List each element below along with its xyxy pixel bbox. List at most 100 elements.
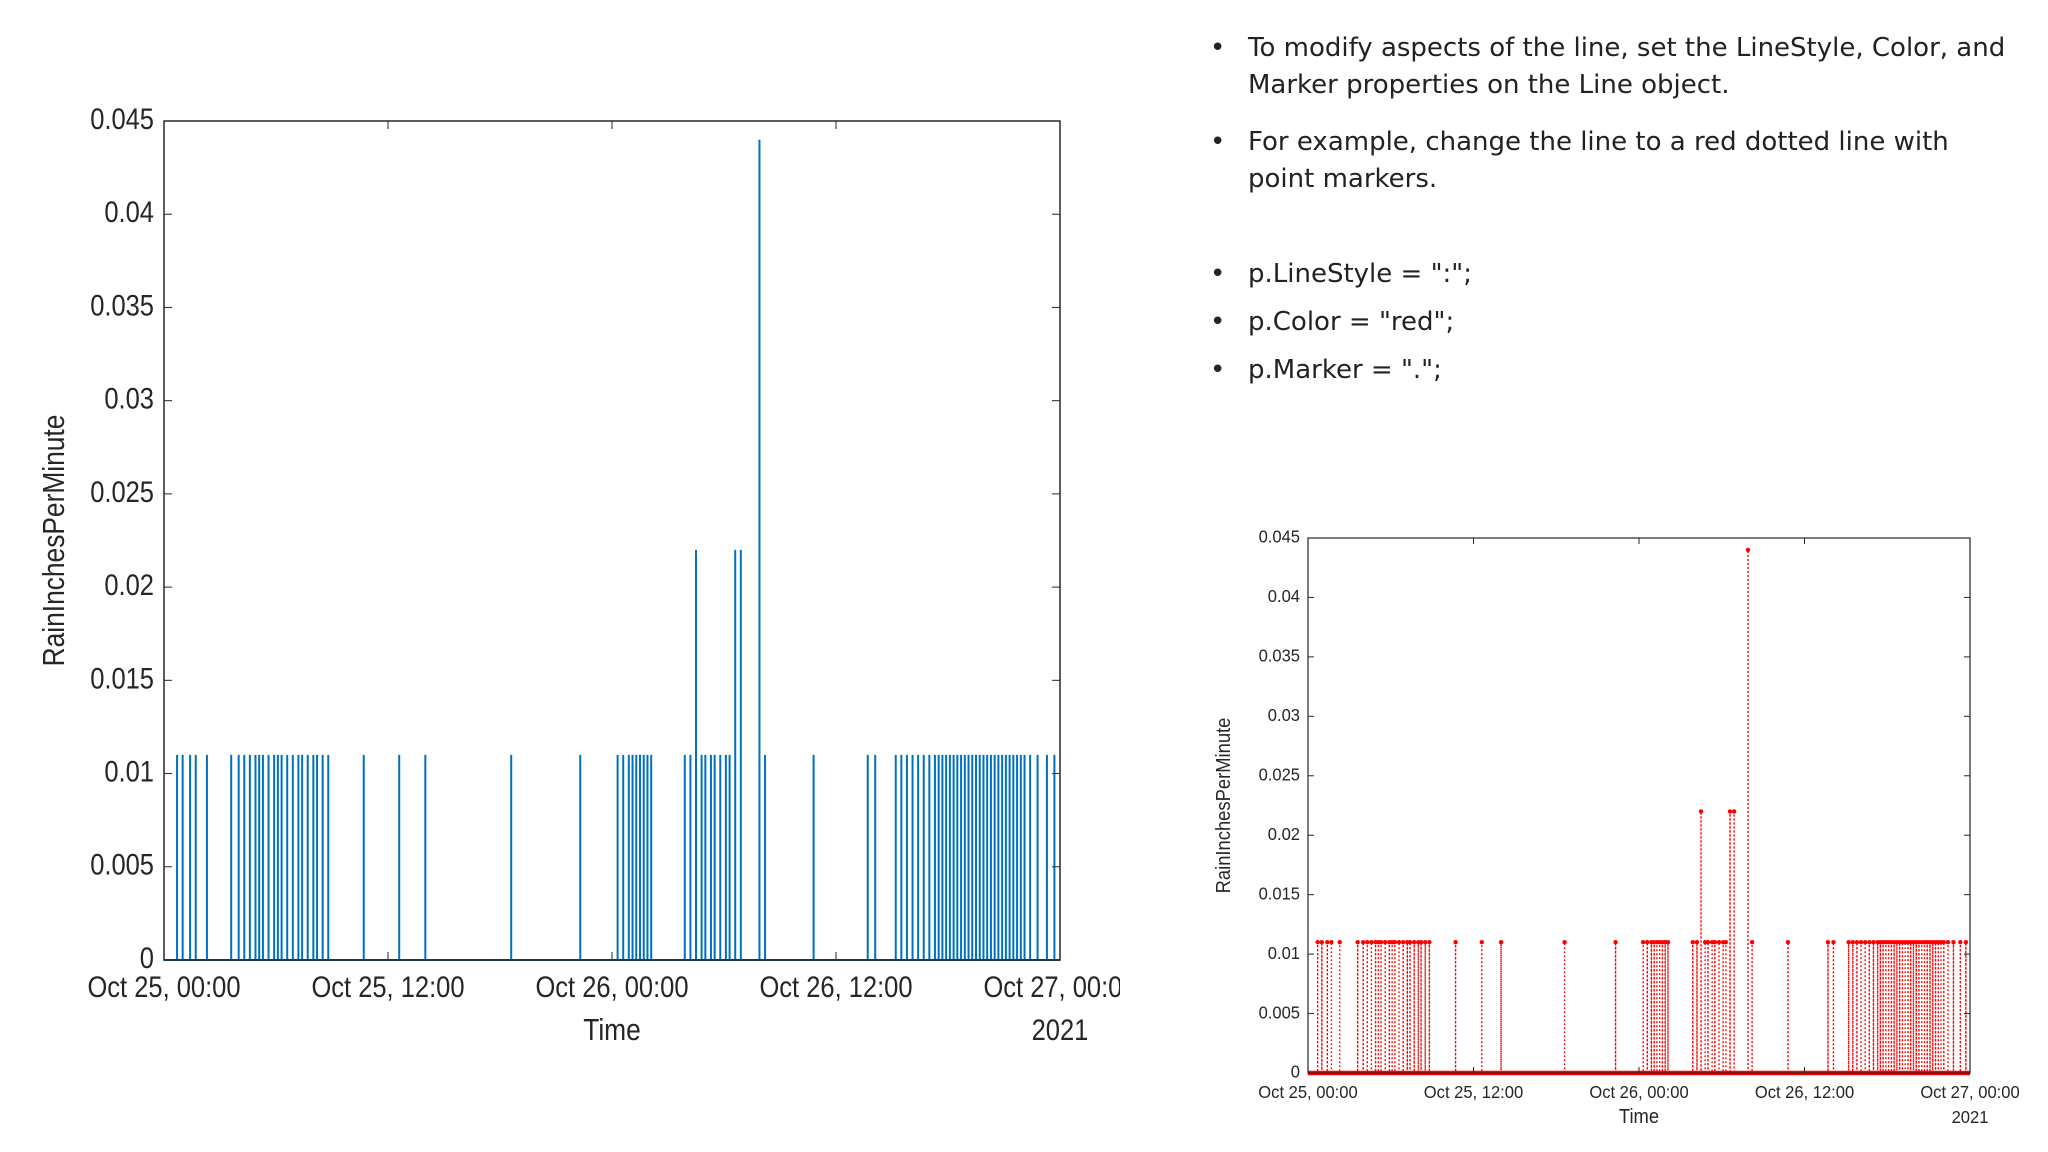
y-tick-label: 0.04 [104, 195, 154, 228]
data-point [1645, 940, 1650, 945]
y-tick-label: 0.01 [104, 755, 154, 788]
data-point [1831, 940, 1836, 945]
y-tick-label: 0 [1291, 1061, 1300, 1082]
data-point [1319, 940, 1324, 945]
data-point [1365, 940, 1370, 945]
y-tick-label: 0.035 [90, 288, 154, 321]
y-tick-label: 0.015 [1259, 883, 1300, 904]
data-point [1846, 940, 1851, 945]
data-point [1850, 940, 1855, 945]
data-point [1411, 940, 1417, 945]
note-bullet: To modify aspects of the line, set the L… [1208, 30, 2008, 104]
x-tick-label: Oct 26, 00:00 [1589, 1081, 1688, 1102]
data-point [1400, 940, 1406, 945]
data-point [1745, 547, 1751, 553]
series-line [1308, 549, 1970, 1074]
data-point [1337, 940, 1342, 945]
rain-chart-red-dotted: 0 0.005 0.01 0.015 0.02 0.025 0.03 0.035 0.04 0.0… [1213, 526, 2019, 1128]
data-point [1640, 940, 1646, 945]
code-line-marker: p.Marker = "."; [1208, 352, 2008, 389]
code-line-linestyle: p.LineStyle = ":"; [1208, 256, 2008, 293]
data-point [1613, 940, 1618, 945]
data-point [1396, 940, 1402, 945]
data-point [1867, 940, 1872, 945]
data-point [1690, 940, 1695, 945]
y-axis-label: RainInchesPerMinute [1213, 718, 1235, 894]
data-point [1945, 940, 1951, 945]
x-axis-year-label: 2021 [1032, 1013, 1089, 1046]
y-tick-label: 0.005 [90, 848, 154, 881]
data-point [1958, 940, 1963, 945]
x-tick-label: Oct 25, 12:00 [1424, 1081, 1523, 1102]
axes-frame [163, 120, 1061, 961]
data-point [1665, 940, 1671, 945]
y-axis-label: RainInchesPerMinute [40, 415, 72, 667]
y-tick-label: 0.045 [90, 102, 154, 135]
data-point [1498, 940, 1504, 945]
y-tick-label: 0.04 [1268, 586, 1301, 607]
y-tick-label: 0.02 [104, 568, 154, 601]
data-point [1315, 940, 1320, 945]
data-point [1749, 940, 1755, 945]
data-point [1854, 940, 1860, 945]
data-point [1723, 940, 1729, 945]
data-point [1694, 940, 1700, 945]
x-tick-label: Oct 26, 12:00 [759, 970, 912, 1003]
y-tick-label: 0.025 [1259, 764, 1300, 785]
data-point [1325, 940, 1330, 945]
data-point [1727, 809, 1733, 814]
notes-list: To modify aspects of the line, set the L… [1208, 30, 2008, 389]
data-point [1712, 940, 1718, 945]
note-bullet: For example, change the line to a red do… [1208, 124, 2008, 198]
data-point [1785, 940, 1791, 945]
y-tick-label: 0.01 [1268, 942, 1300, 963]
y-tick-label: 0.025 [90, 475, 154, 508]
y-tick-label: 0.005 [1259, 1002, 1300, 1023]
y-tick-label: 0 [140, 941, 154, 974]
data-point [1423, 940, 1428, 945]
data-point [1383, 940, 1388, 945]
data-point [1427, 940, 1432, 945]
data-point [1825, 940, 1831, 945]
data-point [1731, 809, 1737, 814]
data-point [1479, 940, 1484, 945]
data-point [1378, 940, 1384, 945]
y-tick-label: 0.035 [1259, 645, 1300, 666]
data-point [1360, 940, 1366, 945]
data-point [1407, 940, 1413, 945]
x-tick-label: Oct 27, 00:00 [983, 970, 1120, 1003]
data-point [1858, 940, 1864, 945]
y-tick-labels: 0 0.005 0.01 0.015 0.02 0.025 0.03 0.035 0.04 0.0… [1259, 526, 1301, 1082]
x-tick-label: Oct 25, 00:00 [1258, 1081, 1357, 1102]
x-tick-label: Oct 25, 00:00 [87, 970, 240, 1003]
data-point [1698, 809, 1704, 814]
x-tick-labels: Oct 25, 00:00 Oct 25, 12:00 Oct 26, 00:00 O… [87, 970, 1120, 1003]
y-tick-label: 0.02 [1268, 823, 1300, 844]
data-series [1308, 549, 1970, 1074]
x-tick-label: Oct 26, 12:00 [1755, 1081, 1854, 1102]
data-point [1355, 940, 1360, 945]
axes-frame [1307, 537, 1971, 1074]
x-tick-labels: Oct 25, 00:00 Oct 25, 12:00 Oct 26, 00:00 O… [1258, 1081, 2019, 1102]
data-point [1941, 940, 1946, 945]
rain-chart-default: 0 0.005 0.01 0.015 0.02 0.025 0.03 0.035 0.04 0.0… [40, 102, 1120, 1048]
y-tick-label: 0.015 [90, 661, 154, 694]
x-tick-label: Oct 25, 12:00 [311, 970, 464, 1003]
x-tick-label: Oct 27, 00:00 [1920, 1081, 2019, 1102]
x-axis-label: Time [583, 1013, 641, 1047]
y-tick-label: 0.045 [1259, 526, 1300, 547]
data-point [1862, 940, 1868, 945]
data-point [1329, 940, 1334, 945]
data-point [1951, 940, 1956, 945]
data-point [1392, 940, 1398, 945]
x-axis-year-label: 2021 [1952, 1106, 1989, 1127]
x-axis-label: Time [1619, 1106, 1659, 1128]
y-tick-labels: 0 0.005 0.01 0.015 0.02 0.025 0.03 0.035 0.04 0.0… [90, 102, 154, 974]
data-point [1871, 940, 1876, 945]
data-point [1716, 940, 1722, 945]
data-point [1369, 940, 1374, 945]
data-point [1562, 940, 1567, 945]
y-tick-label: 0.03 [104, 382, 154, 415]
data-point [1705, 940, 1711, 945]
